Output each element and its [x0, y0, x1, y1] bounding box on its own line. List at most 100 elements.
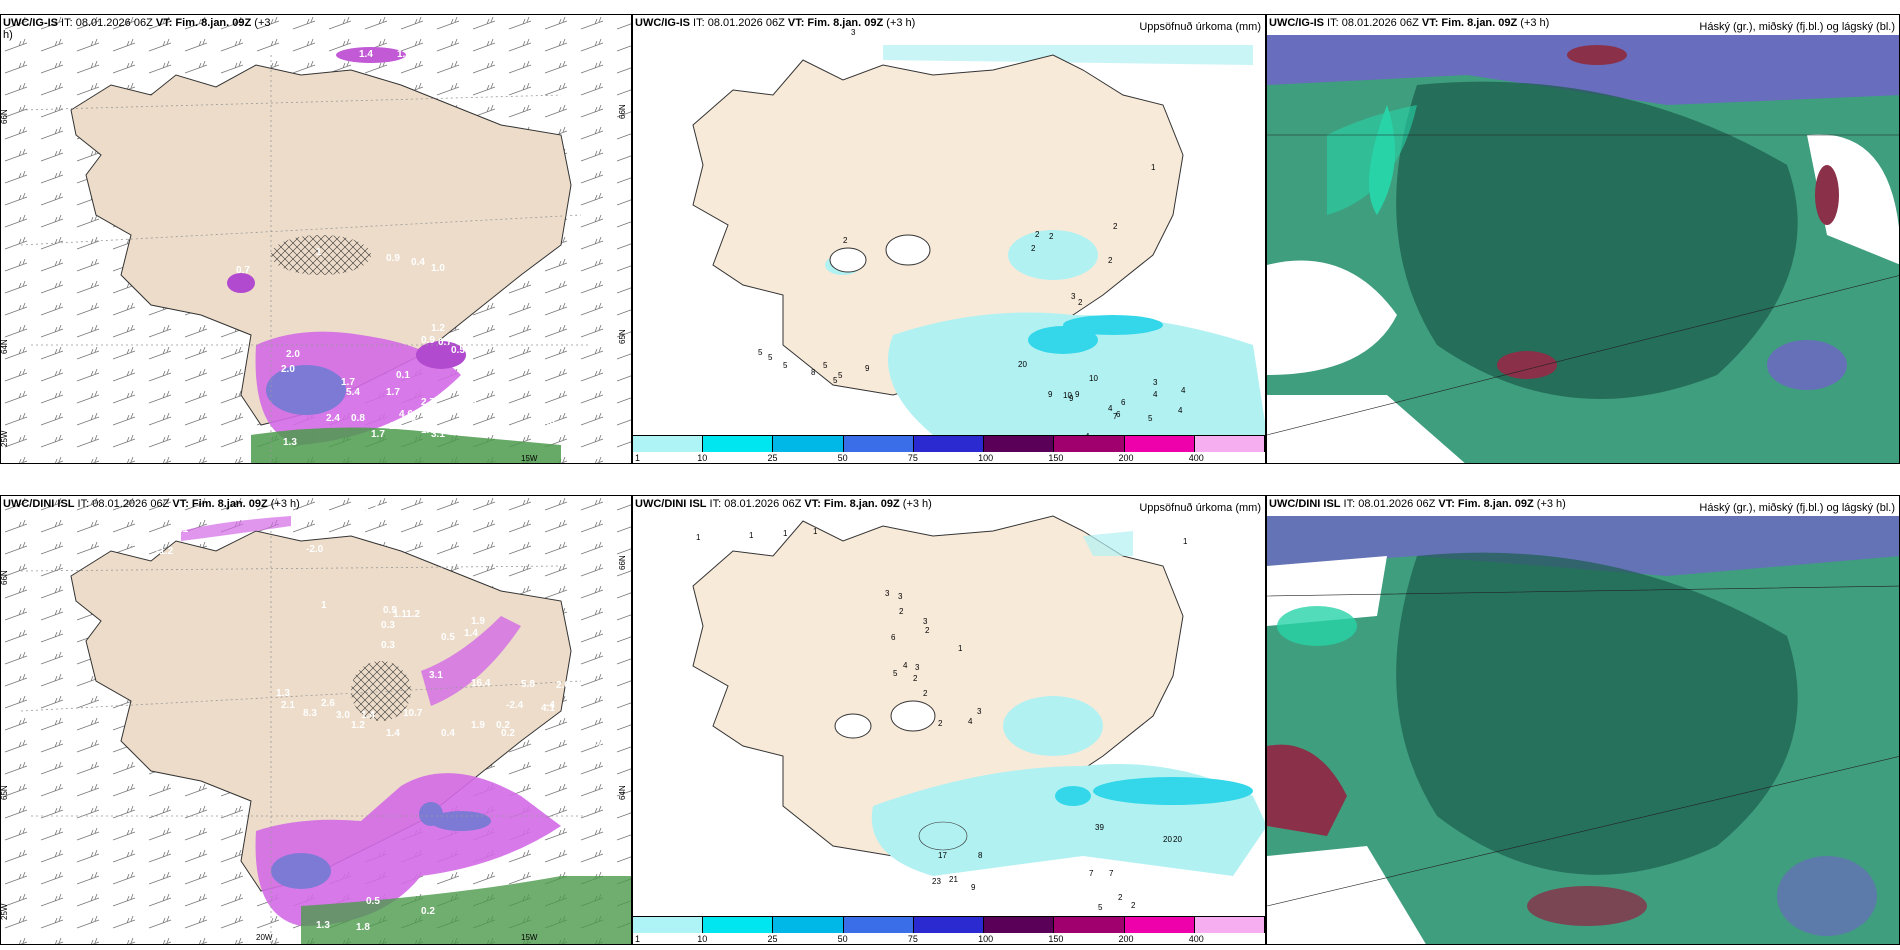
- map-value-label: 20: [1173, 835, 1182, 844]
- map-value-label: 2: [1031, 244, 1036, 253]
- lat-label: 66N: [618, 104, 627, 119]
- product-label: Uppsöfnuð úrkoma (mm): [1139, 21, 1261, 33]
- colorbar-tick: 150: [1048, 934, 1064, 944]
- value-labels: 1.4 1.30.710.9 0.41.02.02.01.75.40.11.72.7…: [236, 49, 555, 448]
- map-value-label: 4: [1178, 406, 1183, 415]
- map-value-label: 10: [1089, 374, 1098, 383]
- map-value-label: -1.1: [171, 524, 189, 535]
- map-value-label: 0.7: [236, 265, 250, 276]
- map-value-label: 0.2: [421, 906, 435, 917]
- map-value-label: 2: [1035, 230, 1040, 239]
- map-value-label: 16.4: [471, 678, 491, 689]
- map-value-label: 10.7: [403, 708, 423, 719]
- lon-label: 25W: [1, 430, 9, 447]
- colorbar-swatch: [984, 436, 1055, 452]
- map-value-label: 5: [833, 376, 838, 385]
- map-value-label: -1.2: [361, 502, 379, 513]
- map-value-label: 2: [1131, 901, 1136, 910]
- map-value-label: 8: [811, 368, 816, 377]
- map-value-label: 2.0: [556, 680, 570, 691]
- map-value-label: 2.0: [281, 364, 295, 375]
- colorbar-swatch: [703, 917, 774, 933]
- map-value-label: 1.4: [359, 49, 373, 60]
- map-clouds-ig-is: [1267, 35, 1899, 463]
- map-value-label: 4: [968, 717, 973, 726]
- map-value-label: 2: [938, 719, 943, 728]
- product-label: Háský (gr.), miðský (fj.bl.) og lágský (…: [1699, 502, 1895, 514]
- map-value-label: 9: [1075, 390, 1080, 399]
- colorbar-tick: 10: [697, 453, 708, 463]
- map-value-label: 4: [1085, 432, 1090, 435]
- map-value-label: 3: [915, 663, 920, 672]
- panel-clouds-ig-is: UWC/IG-IS IT: 08.01.2026 06Z VT: Fim. 8.…: [1266, 14, 1900, 464]
- map-value-label: 0.9: [386, 253, 400, 264]
- lat-label: 66N: [1, 109, 9, 124]
- map-value-label: 9: [971, 883, 976, 892]
- product-label: Uppsöfnuð úrkoma (mm): [1139, 502, 1261, 514]
- map-value-label: 4.3: [411, 417, 425, 428]
- colorbar-swatch: [1194, 917, 1265, 933]
- panel-precip-dini: 1 1 1 1 1 3 3 2 3 2 6 1 3 5 4 2 3 2 4 2 39 20 20 17 8 9 23 21 7 7 2 2 5 …: [632, 495, 1266, 945]
- map-value-label: 5: [823, 361, 828, 370]
- map-value-label: 5.4: [346, 387, 360, 398]
- colorbar-swatch: [633, 436, 704, 452]
- map-value-label: 1.4: [464, 628, 478, 639]
- colorbar-swatch: [1054, 436, 1125, 452]
- map-value-label: 3.6: [501, 405, 515, 416]
- map-value-label: 5: [758, 348, 763, 357]
- map-value-label: 1.9: [471, 720, 485, 731]
- colorbar-swatch: [1124, 917, 1195, 933]
- map-value-label: 5: [838, 371, 843, 380]
- panel-title: UWC/DINI ISL IT: 08.01.2026 06Z VT: Fim.…: [1269, 498, 1566, 510]
- map-value-label: 21: [949, 875, 958, 884]
- map-value-label: 1.3: [276, 688, 290, 699]
- map-value-label: 1.3: [283, 437, 297, 448]
- map-value-label: 2.4: [326, 413, 340, 424]
- map-value-label: 5: [893, 669, 898, 678]
- map-value-label: 3: [851, 28, 856, 37]
- map-value-label: 10: [1063, 391, 1072, 400]
- panel-title: UWC/DINI ISL IT: 08.01.2026 06Z VT: Fim.…: [3, 498, 300, 510]
- map-value-label: 7: [1109, 869, 1114, 878]
- colorbar-swatch: [843, 917, 914, 933]
- map-value-label: 2: [1049, 232, 1054, 241]
- map-value-label: 1: [316, 247, 322, 258]
- map-value-label: 3.1: [431, 429, 445, 440]
- map-value-label: 2: [923, 689, 928, 698]
- colorbar-swatch: [913, 917, 985, 933]
- panel-title: UWC/IG-IS IT: 08.01.2026 06Z VT: Fim. 8.…: [3, 17, 271, 41]
- precip-colorbar: 1 10 25 50 75 100 150 200 400: [633, 435, 1265, 463]
- map-value-label: 1: [749, 531, 754, 540]
- map-value-label: -1.3: [126, 538, 144, 549]
- map-value-label: 3.0: [471, 399, 485, 410]
- map-clouds-dini: [1267, 516, 1899, 944]
- colorbar-tick: 1: [635, 934, 641, 944]
- colorbar-swatch: [843, 436, 914, 452]
- map-value-label: 0.4: [441, 728, 455, 739]
- map-value-label: 1.6: [389, 421, 403, 432]
- map-value-label: 0.3: [381, 640, 395, 651]
- colorbar-tick: 75: [907, 453, 918, 463]
- map-value-label: 5.8: [521, 679, 535, 690]
- map-value-label: 2: [843, 236, 848, 245]
- colorbar-tick: 1: [635, 453, 641, 463]
- map-value-label: -1.2: [156, 546, 174, 557]
- map-precip-ig-is: 31222222325555859520103499645474109764: [692, 28, 1265, 435]
- colorbar-swatch: [1054, 917, 1125, 933]
- colorbar-swatch: [633, 917, 704, 933]
- map-value-label: 1.4: [386, 728, 400, 739]
- map-value-label: 3: [977, 707, 982, 716]
- map-value-label: 8: [978, 851, 983, 860]
- map-value-label: 3: [923, 617, 928, 626]
- colorbar-tick: 150: [1048, 453, 1064, 463]
- colorbar-tick: 400: [1188, 453, 1204, 463]
- colorbar-tick: 10: [697, 934, 708, 944]
- map-value-label: 0.5: [366, 896, 380, 907]
- contour-labels: 31222222325555859520103499645474109764: [758, 28, 1186, 435]
- colorbar-tick: 50: [837, 453, 848, 463]
- map-value-label: 2: [925, 626, 930, 635]
- map-value-label: -1.7: [586, 738, 604, 749]
- lon-label: 20W: [256, 933, 273, 942]
- map-value-label: 2: [1118, 893, 1123, 902]
